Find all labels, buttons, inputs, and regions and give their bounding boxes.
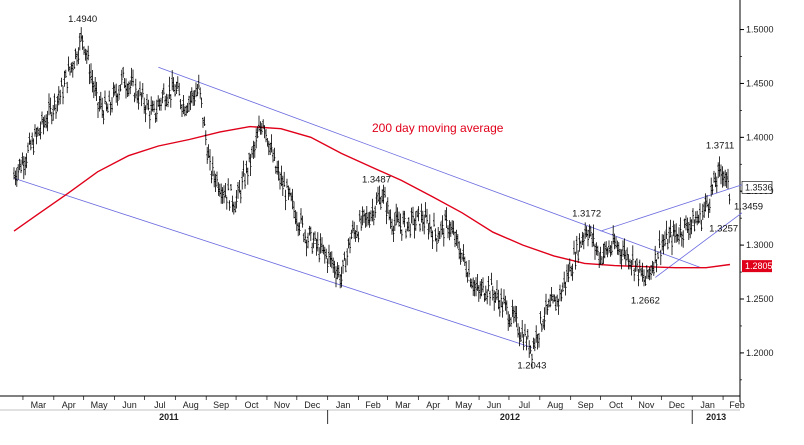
x-year-label: 2013	[706, 412, 726, 422]
x-month-label: Jun	[122, 400, 137, 410]
ma-value-tag: 1.2805	[742, 260, 773, 273]
y-tick-label: 1.2500	[746, 294, 774, 304]
y-tick-label: 1.5000	[746, 25, 774, 35]
trendline-lower-channel	[13, 177, 532, 348]
y-tick-label: 1.4500	[746, 78, 774, 88]
x-month-label: Feb	[365, 400, 381, 410]
x-month-label: Apr	[62, 400, 76, 410]
x-month-label: Aug	[547, 400, 563, 410]
x-month-label: Nov	[274, 400, 291, 410]
last-price-tag: 1.3536	[741, 181, 773, 194]
x-month-label: Jan	[700, 400, 715, 410]
x-year-label: 2012	[500, 412, 520, 422]
ma-value-label: 1.2805	[745, 261, 773, 271]
x-month-label: May	[91, 400, 109, 410]
y-tick-label: 1.3000	[746, 240, 774, 250]
price-annotation: 1.2662	[631, 296, 660, 307]
x-month-label: Jul	[519, 400, 531, 410]
x-month-label: Jul	[154, 400, 166, 410]
annotations: 1.4940 1.3487 1.3172 1.2043 1.2662 1.3711 1.34…	[68, 14, 763, 371]
x-month-label: Nov	[638, 400, 655, 410]
last-price-box	[741, 181, 773, 194]
x-month-label: Jan	[336, 400, 351, 410]
y-tick-label: 1.2000	[746, 348, 774, 358]
ma-label: 200 day moving average	[372, 121, 504, 135]
last-price-label: 1.3536	[745, 182, 773, 192]
trendline-upper-channel	[158, 66, 702, 269]
x-month-label: May	[455, 400, 473, 410]
price-series	[13, 27, 731, 369]
x-month-label: Sep	[578, 400, 594, 410]
price-annotation: 1.4940	[68, 14, 97, 25]
x-month-label: Jun	[487, 400, 502, 410]
price-annotation: 1.3487	[362, 175, 391, 186]
axes: 1.20001.25001.30001.35001.40001.45001.50…	[0, 0, 774, 424]
x-month-label: Apr	[426, 400, 440, 410]
x-month-label: Feb	[729, 400, 745, 410]
moving-average-series	[13, 125, 731, 269]
price-bars	[13, 27, 731, 369]
x-month-label: Dec	[669, 400, 686, 410]
trendline-upper-wedge	[600, 184, 743, 232]
price-annotation: 1.3711	[706, 140, 734, 151]
x-month-label: Aug	[183, 400, 199, 410]
x-month-label: Mar	[31, 400, 47, 410]
moving-average-line	[13, 125, 731, 269]
price-annotation: 1.3459	[734, 202, 763, 213]
x-month-label: Oct	[609, 400, 624, 410]
price-annotation: 1.2043	[517, 360, 546, 371]
x-month-label: Dec	[304, 400, 321, 410]
trendlines	[13, 66, 743, 348]
x-month-label: Sep	[213, 400, 229, 410]
price-annotation: 1.3257	[709, 223, 738, 234]
x-year-label: 2011	[159, 412, 179, 422]
ma-value-box	[742, 260, 772, 273]
x-month-label: Mar	[395, 400, 411, 410]
price-annotation: 1.3172	[572, 209, 601, 220]
x-month-label: Oct	[244, 400, 259, 410]
y-tick-label: 1.4000	[746, 132, 774, 142]
trendline-lower-wedge	[655, 212, 743, 278]
